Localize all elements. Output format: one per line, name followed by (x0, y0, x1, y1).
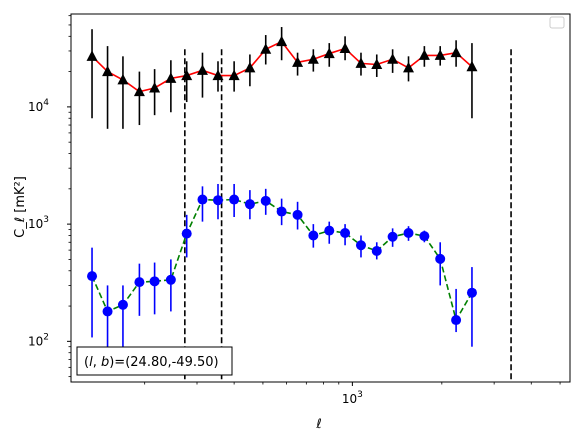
series-0-point-6 (181, 69, 193, 81)
series-1-point-21 (419, 231, 430, 242)
annotation-l: l (89, 355, 93, 370)
series-1-point-14 (308, 230, 319, 241)
annotation-b: b (101, 355, 109, 370)
series-0-point-20 (403, 61, 415, 73)
series-1-point-12 (276, 206, 287, 217)
y-axis: 102 103 104 (28, 15, 71, 378)
series-0-point-15 (323, 47, 335, 59)
series-1-point-17 (355, 240, 366, 251)
series-0-point-12 (276, 35, 288, 47)
annotation-text: (l, b)=(24.80,-49.50) (84, 355, 219, 370)
series-1-point-5 (165, 274, 176, 285)
series-0-point-13 (292, 56, 304, 67)
series-1-point-20 (403, 227, 414, 238)
series-1-point-18 (371, 245, 382, 256)
series-1-point-15 (324, 225, 335, 236)
series-layer (86, 27, 478, 360)
series-0-point-21 (418, 49, 430, 60)
series-1 (87, 183, 477, 360)
series-0-point-19 (387, 53, 399, 64)
series-0-point-14 (307, 53, 319, 64)
y-axis-label: C_ℓ [mK²] (13, 176, 28, 238)
y-tick-label-1: 103 (28, 215, 49, 231)
series-0-point-24 (466, 60, 478, 72)
annotation-frame (76, 346, 233, 376)
y-tick-label-0: 102 (28, 332, 49, 348)
series-1-point-23 (451, 315, 462, 326)
series-0-point-18 (371, 58, 383, 69)
x-axis: 103 (144, 382, 561, 406)
series-0 (86, 27, 478, 129)
series-1-point-10 (244, 199, 255, 210)
series-1-point-19 (387, 231, 398, 242)
series-1-point-22 (435, 253, 446, 264)
x-axis-label: ℓ (315, 417, 321, 432)
series-1-point-0 (87, 271, 98, 282)
series-1-point-4 (149, 276, 160, 287)
series-1-point-6 (181, 228, 192, 239)
series-0-point-1 (102, 65, 114, 77)
series-1-point-9 (229, 194, 240, 205)
series-0-point-16 (339, 42, 351, 53)
series-1-point-11 (260, 195, 271, 206)
series-1-point-3 (134, 277, 145, 288)
x-tick-label-0: 103 (342, 390, 363, 406)
series-0-point-10 (244, 61, 256, 73)
series-0-point-9 (228, 69, 240, 81)
series-1-point-24 (466, 287, 477, 298)
reference-lines (184, 49, 512, 382)
series-1-point-2 (117, 299, 128, 310)
series-0-point-3 (133, 85, 145, 97)
series-1-point-1 (102, 306, 113, 317)
annotation-box: (l, b)=(24.80,-49.50) (76, 346, 233, 376)
legend-box (549, 16, 565, 29)
series-1-point-16 (340, 227, 351, 238)
y-tick-label-2: 104 (28, 98, 49, 114)
series-0-point-4 (149, 81, 161, 93)
series-0-point-8 (212, 69, 224, 81)
series-0-point-17 (355, 57, 367, 68)
plot-frame (70, 13, 571, 383)
series-1-point-13 (292, 209, 303, 220)
series-1-point-8 (212, 195, 223, 206)
annotation-values: )=(24.80,-49.50) (109, 355, 218, 370)
series-0-point-11 (260, 43, 272, 54)
series-0-point-22 (434, 49, 446, 60)
series-0-point-5 (165, 72, 177, 83)
series-0-point-0 (86, 50, 98, 61)
y-axis-label-group: C_ℓ [mK²] (13, 176, 28, 238)
plot-area (71, 14, 570, 382)
series-0-point-23 (450, 46, 462, 58)
series-1-point-7 (197, 194, 208, 205)
series-0-point-7 (196, 64, 208, 75)
series-0-point-2 (117, 73, 129, 85)
